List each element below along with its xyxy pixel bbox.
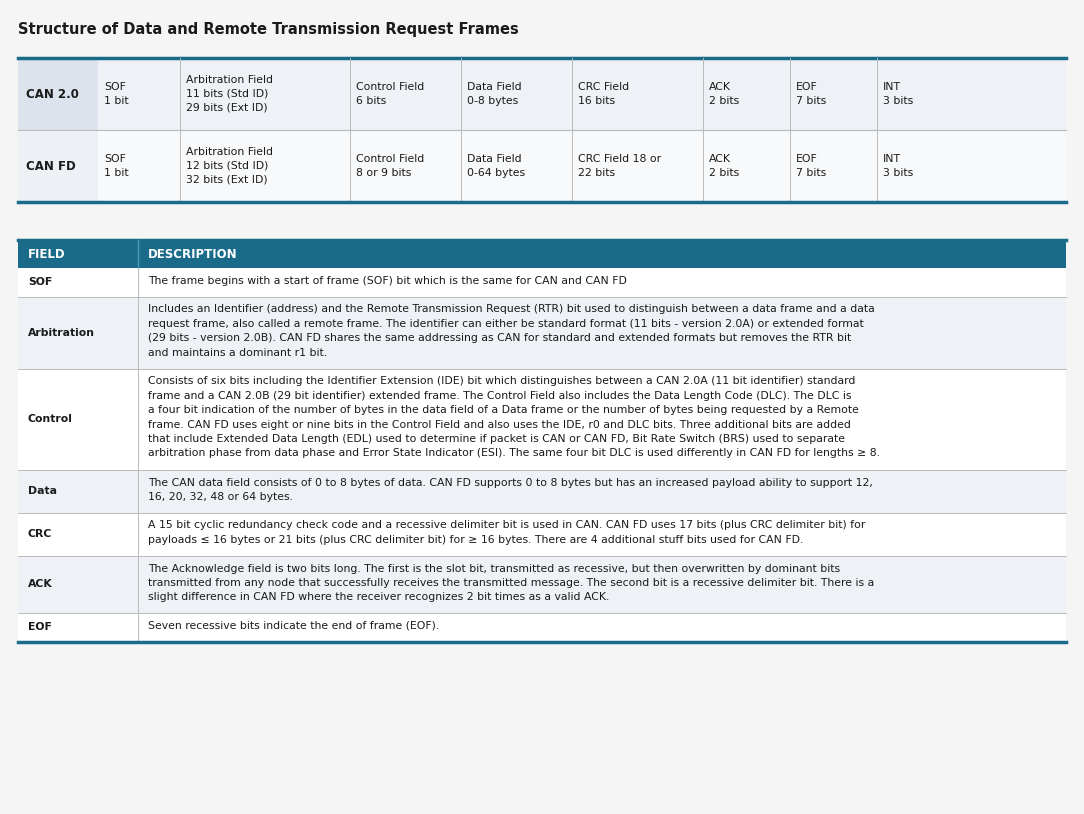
Text: INT
3 bits: INT 3 bits [883,82,914,106]
Text: EOF
7 bits: EOF 7 bits [796,154,826,178]
Text: CAN 2.0: CAN 2.0 [26,87,79,100]
Text: CRC: CRC [28,529,52,539]
Text: Arbitration Field
11 bits (Std ID)
29 bits (Ext ID): Arbitration Field 11 bits (Std ID) 29 bi… [186,75,273,113]
Text: EOF
7 bits: EOF 7 bits [796,82,826,106]
Bar [18,470,1066,513]
Bar [18,555,1066,613]
Text: Data Field
0-8 bytes: Data Field 0-8 bytes [467,82,521,106]
Text: Consists of six bits including the Identifier Extension (IDE) bit which distingu: Consists of six bits including the Ident… [149,377,880,458]
Bar [18,130,98,202]
Bar [18,296,1066,369]
Text: The Acknowledge field is two bits long. The first is the slot bit, transmitted a: The Acknowledge field is two bits long. … [149,563,875,602]
Text: CAN FD: CAN FD [26,160,76,173]
Text: CRC Field 18 or
22 bits: CRC Field 18 or 22 bits [579,154,661,178]
Text: ACK
2 bits: ACK 2 bits [709,82,739,106]
Bar [18,268,1066,296]
Text: EOF: EOF [28,622,52,632]
Text: Data Field
0-64 bytes: Data Field 0-64 bytes [467,154,525,178]
Text: Arbitration Field
12 bits (Std ID)
32 bits (Ext ID): Arbitration Field 12 bits (Std ID) 32 bi… [186,147,273,185]
Text: The CAN data field consists of 0 to 8 bytes of data. CAN FD supports 0 to 8 byte: The CAN data field consists of 0 to 8 by… [149,478,873,502]
Text: Includes an Identifier (address) and the Remote Transmission Request (RTR) bit u: Includes an Identifier (address) and the… [149,304,875,357]
Text: SOF: SOF [28,278,52,287]
Text: Arbitration: Arbitration [28,327,95,338]
Text: DESCRIPTION: DESCRIPTION [149,247,237,260]
Bar [18,130,1066,202]
Bar [18,369,1066,470]
Bar [18,58,1066,130]
Bar [18,513,1066,555]
Text: CRC Field
16 bits: CRC Field 16 bits [579,82,630,106]
Bar [18,240,1066,268]
Text: ACK
2 bits: ACK 2 bits [709,154,739,178]
Text: FIELD: FIELD [28,247,66,260]
Text: INT
3 bits: INT 3 bits [883,154,914,178]
Text: A 15 bit cyclic redundancy check code and a recessive delimiter bit is used in C: A 15 bit cyclic redundancy check code an… [149,520,865,545]
Text: Seven recessive bits indicate the end of frame (EOF).: Seven recessive bits indicate the end of… [149,621,439,631]
Text: Data: Data [28,486,57,496]
Text: Control Field
6 bits: Control Field 6 bits [356,82,424,106]
Text: The frame begins with a start of frame (SOF) bit which is the same for CAN and C: The frame begins with a start of frame (… [149,276,627,286]
Text: ACK: ACK [28,580,53,589]
Text: SOF
1 bit: SOF 1 bit [104,154,129,178]
Text: Control: Control [28,414,73,424]
Text: Control Field
8 or 9 bits: Control Field 8 or 9 bits [356,154,424,178]
Text: Structure of Data and Remote Transmission Request Frames: Structure of Data and Remote Transmissio… [18,22,519,37]
Text: SOF
1 bit: SOF 1 bit [104,82,129,106]
Bar [18,58,98,130]
Bar [18,613,1066,641]
